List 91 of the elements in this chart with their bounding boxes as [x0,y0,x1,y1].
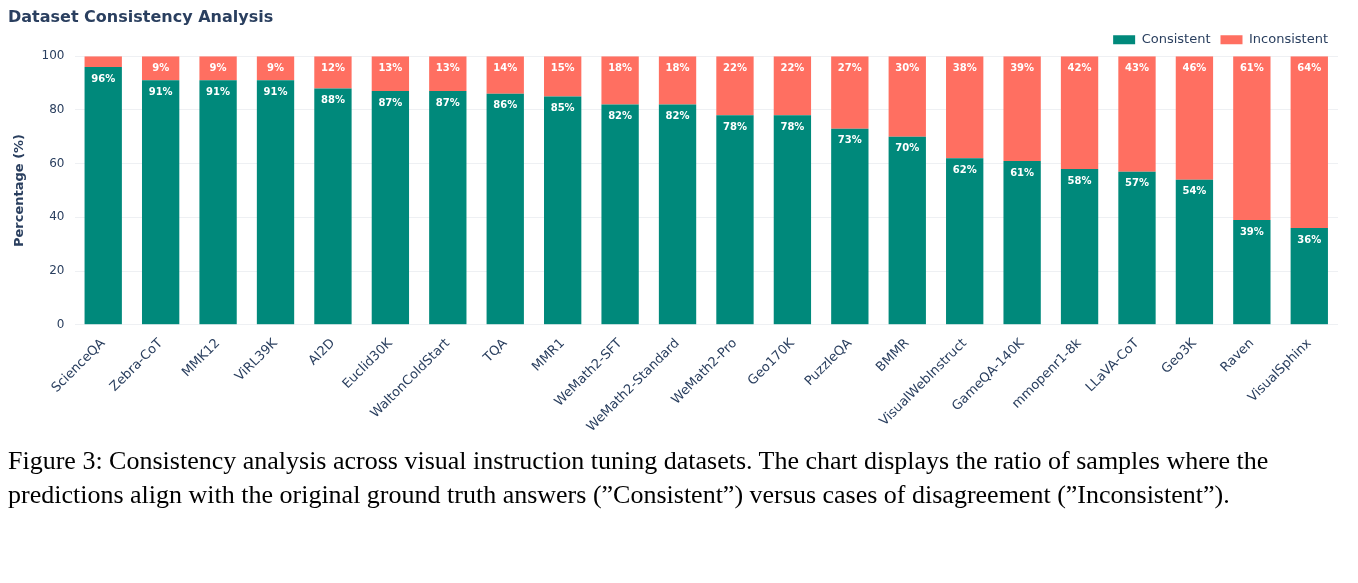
data-label: 18% [665,61,690,73]
data-label: 9% [209,61,227,73]
data-label: 61% [1239,61,1264,73]
data-label: 22% [723,61,747,73]
data-label: 61% [1010,166,1035,178]
data-label: 91% [263,85,288,97]
bar [831,128,869,325]
data-label: 46% [1182,61,1207,73]
bar [1003,160,1041,325]
data-label: 96% [91,72,116,84]
y-tick-label: 20 [49,263,65,278]
y-tick-label: 60 [49,155,65,170]
data-label: 78% [723,120,747,132]
caption: Figure 3: Consistency analysis across visual instruction tuning datasets. The chart displays the ratio of samples where the predictions align with the original ground truth answers (”Consistent”) versus cases of disagreement (”Inconsistent”). [8,445,1270,511]
data-label: 62% [952,163,977,175]
data-label: 18% [608,61,633,73]
data-label: 87% [378,96,403,108]
bar [1060,56,1099,170]
bar [1175,179,1214,325]
legend-label: Consistent [1141,31,1211,47]
bar [946,56,984,159]
chart-title: Dataset Consistency Analysis [8,6,274,26]
data-label: 27% [837,61,862,73]
bar [716,115,754,325]
data-label: 39% [1010,61,1035,73]
y-tick-label: 40 [49,209,65,224]
bar [1060,169,1099,325]
bar [486,93,524,325]
bar [371,91,410,325]
data-label: 9% [152,61,170,73]
bar [1118,171,1156,325]
data-label: 86% [493,99,518,111]
data-label: 13% [378,61,403,73]
bar [773,56,812,116]
bar [1233,220,1271,325]
bar [256,80,295,325]
y-tick-label: 0 [56,316,65,331]
data-label: 87% [435,96,460,108]
bar [716,56,754,116]
data-label: 73% [837,134,862,146]
bar [1003,56,1041,161]
bar [946,158,984,325]
x-tick-label: TQA [479,335,510,366]
bar [84,56,122,67]
bar [601,56,639,105]
data-label: 57% [1125,177,1149,189]
y-tick-label: 80 [49,102,65,117]
y-tick-label: 100 [41,48,65,63]
bar [1290,228,1328,325]
y-axis-title: Percentage (%) [11,133,27,248]
data-label: 15% [550,61,575,73]
bar [429,91,467,325]
data-label: 91% [148,85,173,97]
data-label: 36% [1297,233,1322,245]
bar [141,80,180,325]
bar [773,115,812,325]
data-label: 38% [952,61,977,73]
bar [84,66,122,325]
legend-label: Inconsistent [1249,31,1329,47]
data-label: 22% [780,61,805,73]
data-label: 43% [1125,61,1149,73]
data-label: 9% [267,61,285,73]
data-label: 42% [1067,61,1092,73]
data-label: 70% [895,142,920,154]
bar [1290,56,1328,229]
data-label: 30% [895,61,920,73]
data-label: 88% [320,94,345,106]
bar [199,80,237,325]
bar [658,56,697,105]
bar [1118,56,1156,172]
bar [314,88,352,325]
bar [1233,56,1271,221]
data-label: 13% [435,61,460,73]
data-label: 14% [493,61,518,73]
bar [601,104,639,325]
data-label: 78% [780,120,805,132]
bar [888,136,926,325]
data-label: 64% [1297,61,1322,73]
bar [888,56,926,137]
data-label: 54% [1182,185,1207,197]
bar [544,96,582,325]
data-label: 85% [550,102,575,114]
bar [831,56,869,129]
data-label: 12% [320,61,345,73]
data-label: 82% [608,110,633,122]
bar [1175,56,1214,180]
data-label: 91% [206,85,231,97]
bar [658,104,697,325]
data-label: 82% [665,110,690,122]
data-label: 39% [1239,225,1264,237]
data-label: 58% [1067,174,1092,186]
